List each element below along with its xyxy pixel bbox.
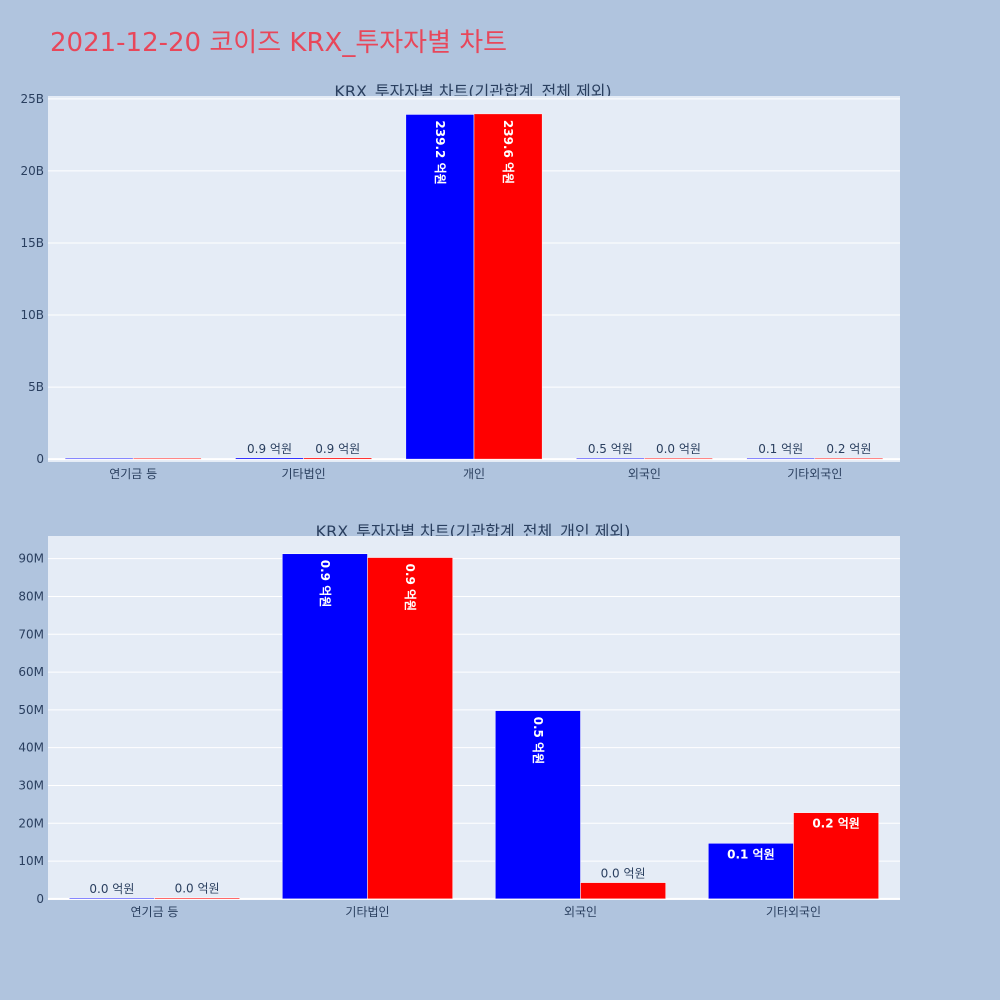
bar-series-2 [154, 897, 240, 900]
y-tick-label: 10M [18, 854, 44, 868]
data-label: 0.0 억원 [601, 867, 646, 881]
y-tick-label: 15B [20, 236, 44, 250]
y-tick-label: 20B [20, 164, 44, 178]
bar-series-1 [575, 457, 645, 460]
y-tick-label: 0 [36, 892, 44, 906]
data-label: 0.0 억원 [89, 882, 134, 896]
data-label: 239.6 억원 [501, 120, 515, 184]
page-title: 2021-12-20 코이즈 KRX_투자자별 차트 [50, 28, 508, 58]
y-tick-label: 70M [18, 627, 44, 641]
y-tick-label: 50M [18, 703, 44, 717]
x-tick-label: 외국인 [628, 467, 661, 481]
bar-series-2 [367, 557, 453, 900]
data-label: 0.2 억원 [812, 817, 860, 831]
y-tick-label: 25B [20, 92, 44, 106]
x-tick-label: 연기금 등 [131, 905, 179, 919]
data-label: 0.1 억원 [758, 442, 803, 456]
bar-series-2 [132, 457, 202, 460]
data-label: 0.1 억원 [727, 847, 775, 861]
data-label: 0.9 억원 [315, 442, 360, 456]
x-tick-label: 기타법인 [345, 905, 389, 919]
y-tick-label: 80M [18, 589, 44, 603]
y-tick-label: 0 [36, 452, 44, 466]
bar-series-1 [235, 457, 304, 460]
x-tick-label: 개인 [463, 467, 485, 481]
bar-series-1 [495, 710, 581, 900]
y-tick-label: 30M [18, 778, 44, 792]
x-tick-label: 기타외국인 [766, 905, 821, 919]
data-label: 239.2 억원 [433, 120, 447, 184]
bar-series-2 [473, 113, 543, 460]
y-tick-label: 90M [18, 552, 44, 566]
bar-chart-2: 0 10M 20M 30M 40M 50M 60M 70M 80M 90M 0.0 억원 0.0 억원… [18, 536, 900, 919]
data-label: 0.9 억원 [403, 564, 417, 612]
data-label: 0.2 억원 [826, 442, 871, 456]
bar-series-1 [405, 114, 475, 460]
bar-series-2 [303, 457, 373, 460]
data-label: 0.9 억원 [247, 442, 292, 456]
bar-series-1 [69, 897, 155, 900]
data-label: 0.9 억원 [318, 560, 332, 608]
y-tick-label: 20M [18, 816, 44, 830]
x-tick-label: 기타외국인 [787, 467, 842, 481]
y-tick-label: 10B [20, 308, 44, 322]
chart-panel-2: KRX_투자자별 차트(기관합계_전체_개인 제외) 0 10M 20M 30M 40M… [0, 518, 1000, 938]
y-tick-label: 5B [28, 380, 44, 394]
bar-series-2 [580, 882, 666, 900]
bar-series-2 [644, 457, 713, 460]
bar-series-1 [282, 553, 368, 900]
x-tick-label: 연기금 등 [109, 467, 157, 481]
data-label: 0.0 억원 [175, 882, 220, 896]
bar-series-2 [814, 457, 884, 460]
data-label: 0.0 억원 [656, 442, 701, 456]
x-tick-label: 외국인 [564, 905, 597, 919]
y-tick-label: 40M [18, 741, 44, 755]
chart-panel-1: KRX_투자자별 차트(기관합계_전체 제외) 0 5B 10B 15B 20B 25B 연… [0, 78, 1000, 498]
data-label: 0.5 억원 [531, 717, 545, 765]
x-tick-label: 기타법인 [282, 467, 326, 481]
bar-series-2 [793, 812, 879, 900]
bar-series-1 [746, 457, 816, 460]
data-label: 0.5 억원 [588, 442, 633, 456]
y-tick-label: 60M [18, 665, 44, 679]
bar-series-1 [64, 457, 134, 460]
